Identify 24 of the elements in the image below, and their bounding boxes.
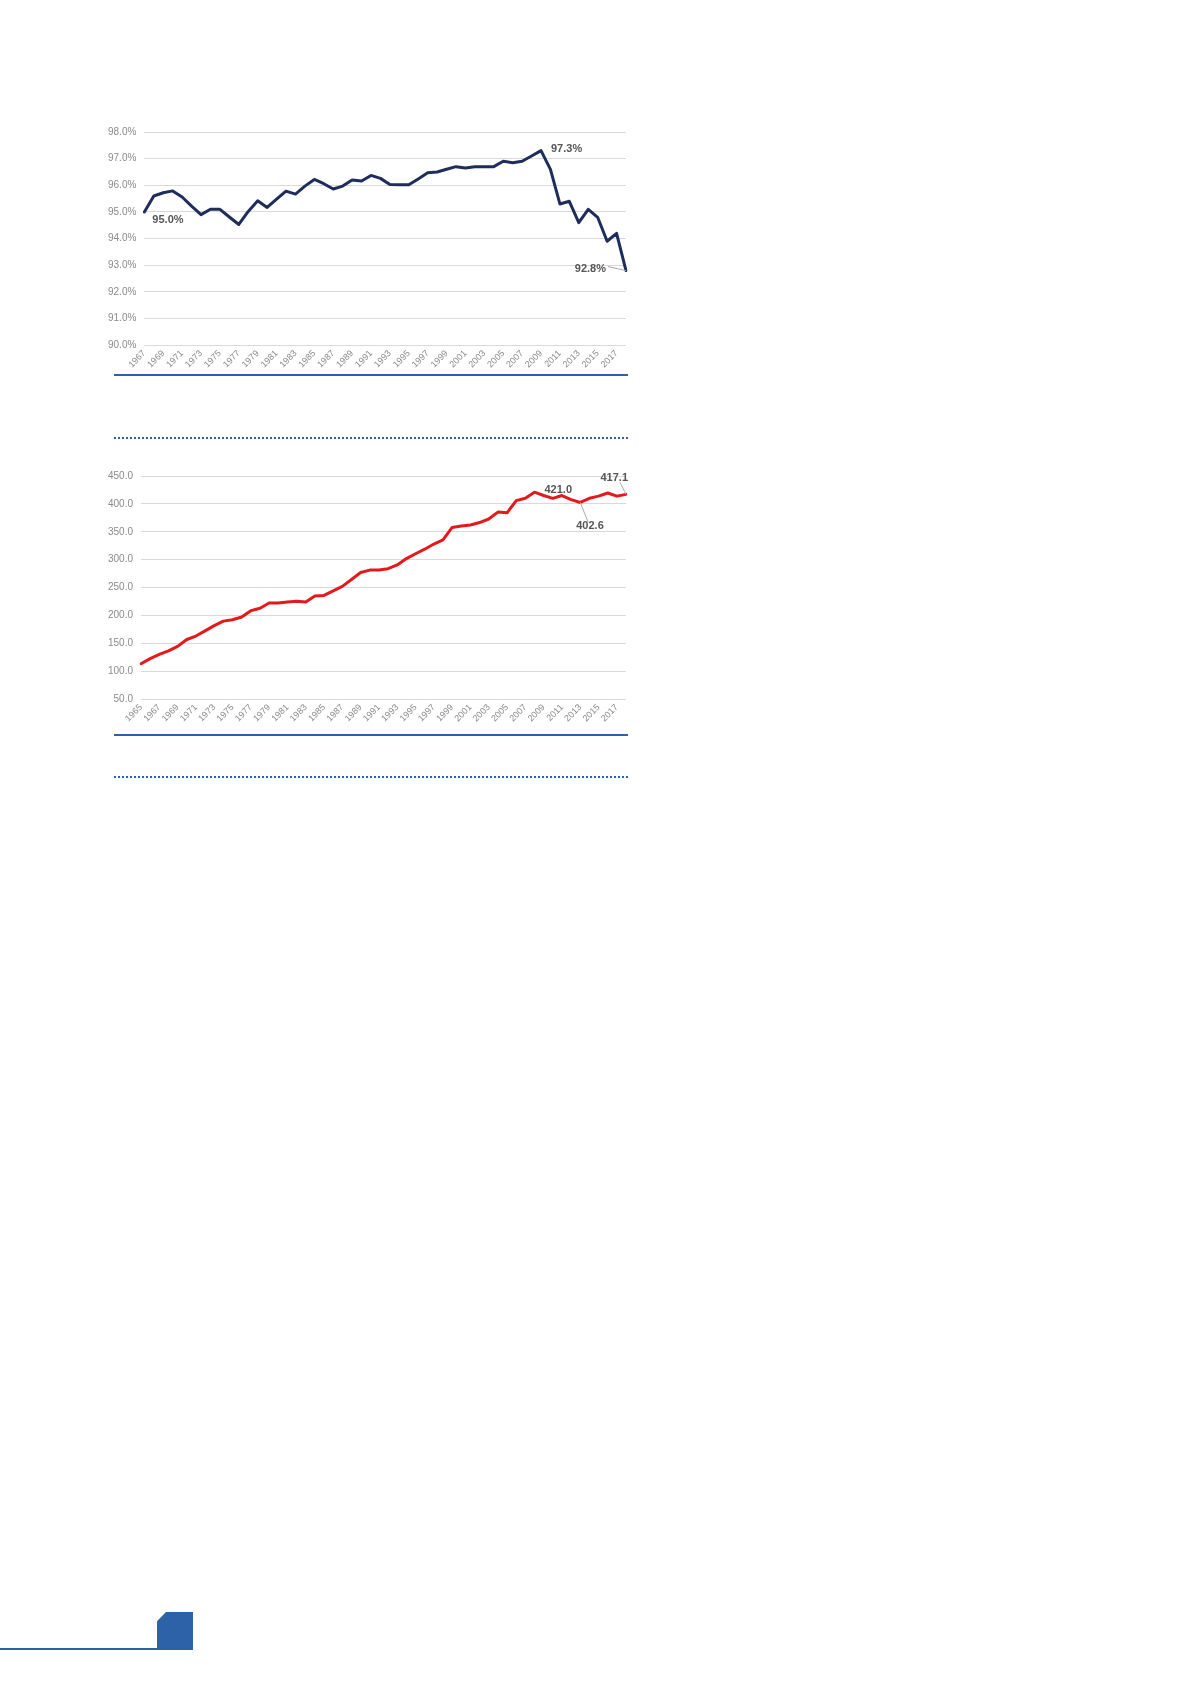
y-tick-label: 450.0: [107, 469, 134, 481]
y-tick-label: 300.0: [107, 553, 134, 565]
annotation: 95.0%: [152, 212, 184, 225]
annotation: 402.6: [576, 519, 604, 532]
annotation: 417.1: [600, 471, 628, 484]
y-tick-label: 200.0: [107, 609, 134, 621]
y-tick-label: 350.0: [107, 525, 134, 537]
y-tick-label: 150.0: [107, 637, 134, 649]
y-tick-label: 94.0%: [108, 232, 137, 244]
annotation: 92.8%: [574, 261, 607, 274]
y-tick-label: 250.0: [107, 581, 134, 593]
annotation: 421.0: [544, 483, 573, 496]
y-tick-label: 97.0%: [108, 152, 137, 164]
y-tick-label: 100.0: [107, 665, 134, 677]
y-tick-label: 50.0: [113, 692, 134, 704]
y-tick-label: 93.0%: [108, 259, 137, 270]
y-tick-label: 95.0%: [108, 205, 137, 217]
y-tick-label: 98.0%: [108, 125, 137, 137]
y-tick-label: 90.0%: [108, 338, 137, 350]
annotation: 97.3%: [551, 141, 583, 154]
y-tick-label: 91.0%: [108, 312, 137, 324]
y-tick-label: 96.0%: [108, 179, 137, 191]
y-tick-label: 92.0%: [108, 285, 137, 297]
y-tick-label: 400.0: [107, 497, 134, 509]
